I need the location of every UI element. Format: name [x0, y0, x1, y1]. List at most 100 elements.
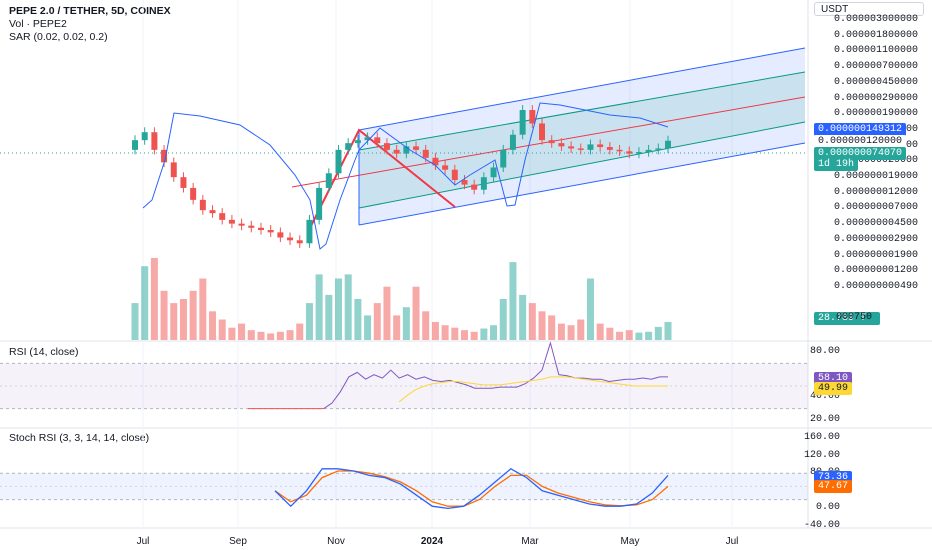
price-axis-tick: 0.000000004500 — [833, 218, 918, 230]
price-axis-tick: 0.000000000490 — [833, 280, 918, 292]
candle-body — [132, 140, 138, 150]
candle-body — [170, 162, 177, 178]
candle-body — [219, 213, 226, 220]
stoch-d-line — [274, 470, 669, 507]
candle-body — [655, 148, 662, 150]
volume-bar — [247, 330, 255, 340]
price-level-label: 0.000000120000 — [814, 135, 907, 148]
volume-bar — [257, 331, 265, 340]
rsi-band-fill — [0, 363, 808, 409]
volume-bar — [315, 274, 323, 340]
price-axis-tick: 0.000000007000 — [833, 202, 918, 214]
volume-bar — [499, 299, 507, 340]
candle-body — [442, 165, 449, 170]
channel-lower-line — [358, 142, 806, 226]
stoch-rsi-panel-title: Stoch RSI (3, 3, 14, 14, close) — [9, 432, 150, 444]
channel-upper-line — [358, 47, 806, 131]
volume-bar — [402, 307, 410, 340]
volume-bar — [218, 319, 226, 340]
volume-bar — [335, 278, 343, 340]
candle-body — [199, 199, 206, 211]
candle-body — [306, 219, 313, 244]
volume-bar — [373, 303, 381, 340]
volume-axis-tick: 000750 — [835, 312, 872, 323]
volume-bar — [645, 331, 653, 340]
volume-bar — [548, 315, 556, 340]
rsi-ma-line — [398, 376, 668, 403]
candle-body — [238, 223, 245, 226]
stoch-axis-tick: -40.00 — [803, 520, 840, 531]
volume-bar — [160, 290, 168, 340]
volume-bar — [267, 333, 275, 340]
volume-bar — [586, 278, 594, 340]
price-axis-tick: 0.000003000000 — [833, 14, 918, 25]
candle-body — [383, 143, 390, 150]
stoch-d-badge: 47.67 — [814, 480, 853, 493]
currency-selector[interactable]: USDT — [814, 2, 924, 16]
volume-bar — [179, 299, 187, 340]
sar-value-badge: 0.000000149312 — [814, 123, 907, 136]
price-axis-tick: 0.000000290000 — [833, 92, 918, 104]
volume-bar — [431, 321, 439, 340]
rsi-axis-tick: 80.00 — [809, 346, 840, 357]
volume-bar — [567, 325, 575, 340]
price-axis-tick: 0.000000012000 — [833, 186, 918, 198]
candle-body — [287, 237, 294, 241]
volume-bar — [412, 286, 420, 340]
candle-body — [413, 146, 420, 150]
volume-bar — [557, 323, 565, 340]
volume-bar — [470, 331, 478, 340]
x-axis-tick: May — [620, 536, 640, 547]
stoch-k-line — [274, 468, 669, 510]
sar-line — [142, 102, 669, 250]
volume-bar — [625, 330, 633, 340]
volume-bar — [596, 323, 604, 340]
candle-body — [461, 180, 468, 185]
volume-bar — [490, 325, 498, 340]
volume-bar — [606, 327, 614, 340]
candle-body — [354, 140, 361, 144]
price-axis-tick: 0.000001800000 — [833, 29, 918, 41]
candle-body — [393, 149, 400, 154]
channel-inner-upper-line — [358, 71, 806, 151]
volume-bar — [441, 325, 449, 340]
candle-body — [403, 146, 410, 154]
volume-bar — [460, 330, 468, 340]
channel-inner-lower-line — [358, 121, 806, 209]
price-axis-tick: 0.000000001200 — [833, 265, 918, 277]
volume-bar — [635, 332, 643, 340]
candle-body — [577, 148, 584, 150]
rsi-line — [323, 341, 668, 410]
volume-bar — [577, 319, 585, 340]
rsi-axis-tick: 20.00 — [809, 414, 840, 425]
volume-bar — [344, 274, 352, 340]
volume-bar — [150, 258, 158, 340]
candle-body — [490, 167, 497, 178]
stoch-axis-tick: 160.00 — [803, 432, 840, 443]
rsi-value-badge: 58.10 — [814, 372, 853, 385]
sar-indicator-label: SAR (0.02, 0.02, 0.2) — [9, 31, 108, 43]
volume-bar — [654, 326, 662, 340]
price-axis-tick: 0.000000001900 — [833, 249, 918, 261]
volume-bar — [276, 331, 284, 340]
candle-body — [296, 240, 303, 244]
rsi-panel-title: RSI (14, close) — [9, 346, 79, 358]
candle-body — [558, 143, 565, 147]
price-axis-tick: 0.000000700000 — [833, 61, 918, 73]
volume-bar — [325, 294, 333, 340]
candle-body — [539, 123, 546, 141]
candle-body — [616, 149, 623, 152]
volume-bar — [393, 315, 401, 340]
volume-bar — [480, 328, 488, 340]
volume-bar — [296, 323, 304, 340]
candle-body — [509, 134, 516, 150]
last-price-badge: 0.000000074070 — [814, 147, 907, 160]
price-axis-tick: 0.000001100000 — [833, 45, 918, 57]
volume-bar — [286, 330, 294, 340]
candle-body — [248, 225, 255, 228]
candle-body — [151, 132, 158, 150]
volume-bar — [209, 311, 217, 340]
volume-bar — [238, 323, 246, 340]
